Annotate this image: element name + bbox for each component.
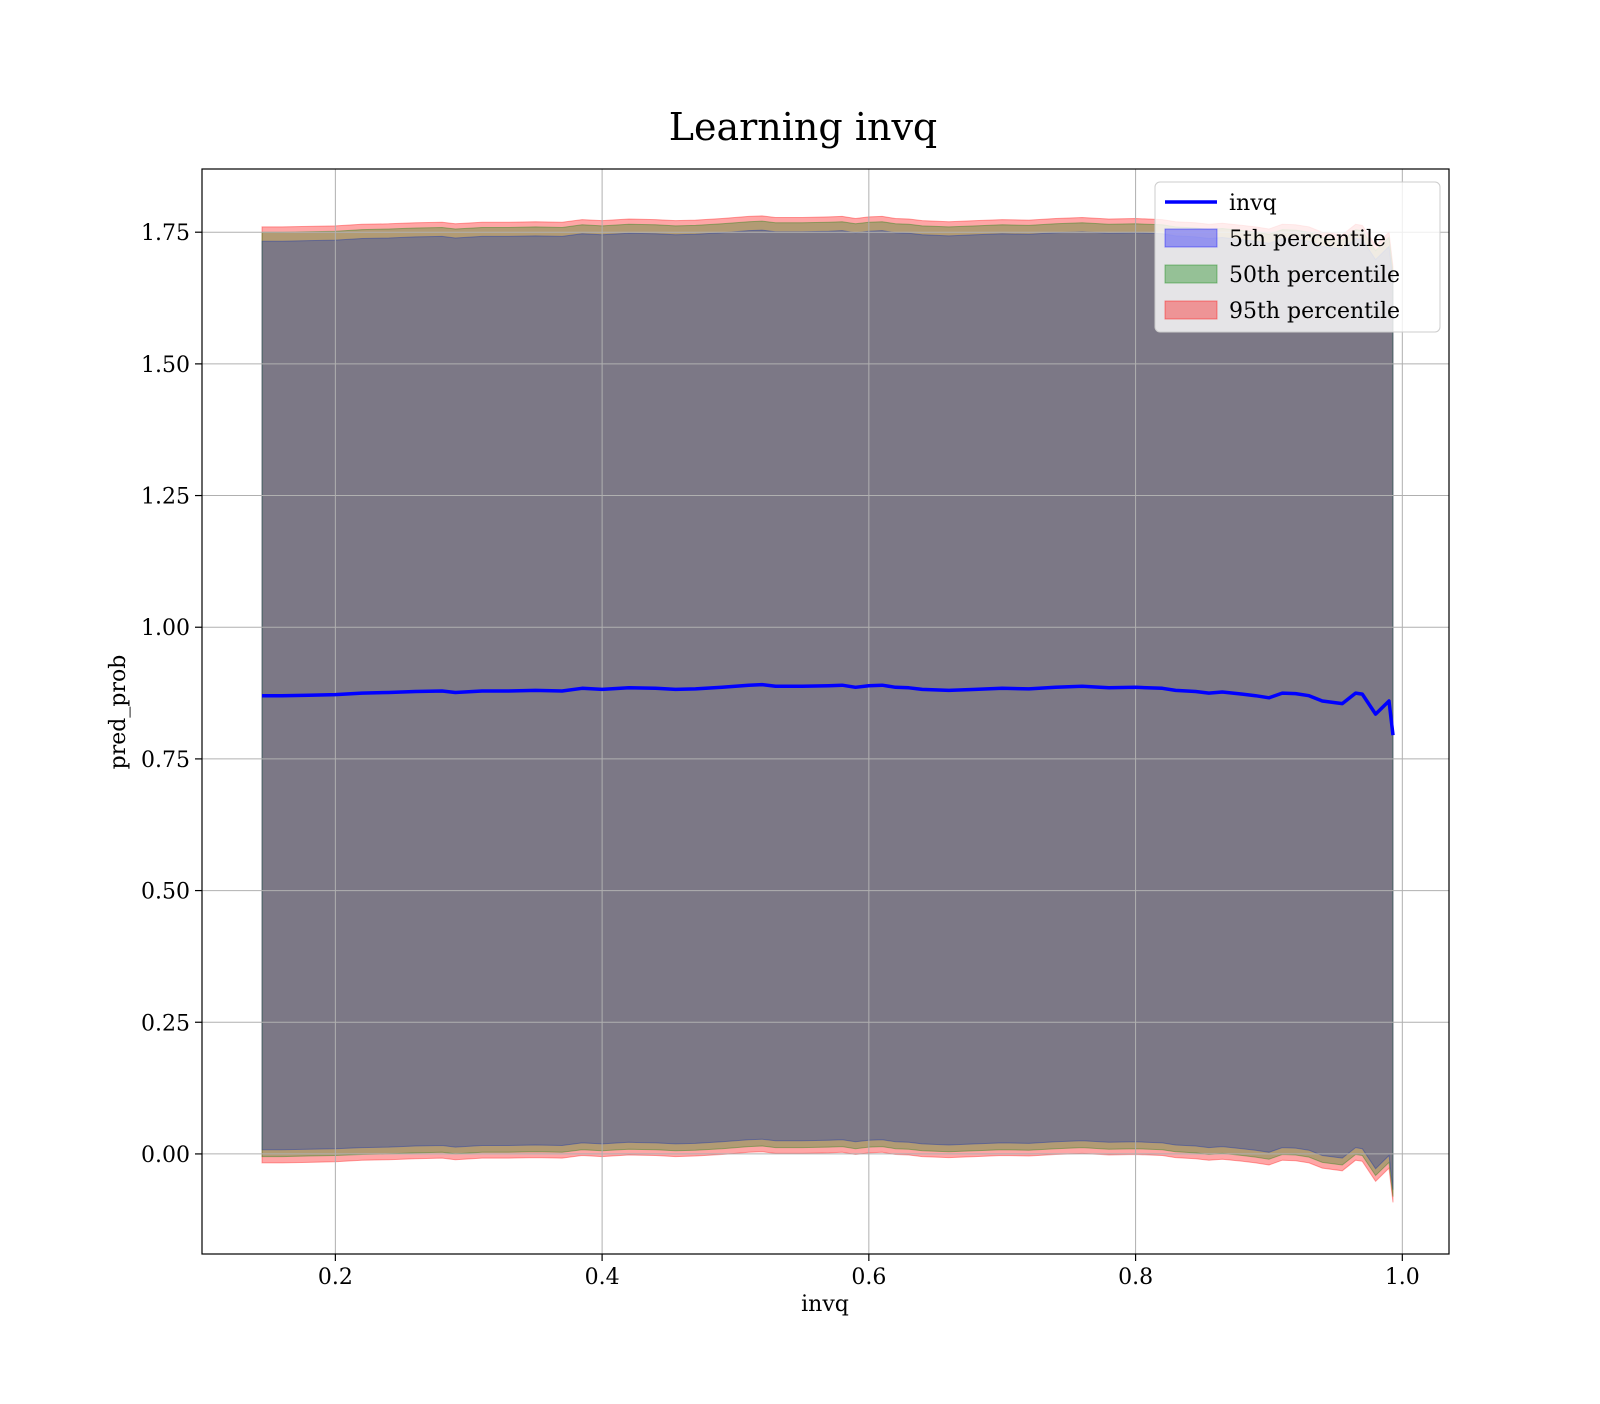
x-axis-ticks: 0.2 0.4 0.6 0.8 1.0 (318, 1254, 1420, 1290)
grid (202, 169, 1449, 1254)
legend-swatch-50th-percentile (1164, 264, 1218, 284)
y-tick-label: 0.00 (141, 1143, 190, 1168)
x-tick-label: 0.8 (1118, 1265, 1153, 1290)
y-axis-ticks: 0.00 0.25 0.50 0.75 1.00 1.25 1.50 1.75 (141, 221, 202, 1168)
plot-frame (201, 168, 1450, 1255)
confidence-bands (261, 215, 1394, 1203)
y-tick-label: 0.50 (141, 880, 190, 905)
plot-background (202, 169, 1449, 1254)
y-tick-label: 1.25 (141, 485, 190, 510)
x-tick-label: 0.4 (585, 1265, 620, 1290)
x-tick-label: 0.6 (851, 1265, 886, 1290)
legend-swatch-95th-percentile (1164, 300, 1218, 320)
y-tick-label: 1.75 (141, 221, 190, 246)
legend-swatch-5th-percentile (1164, 228, 1218, 248)
chart-title: Learning invq (669, 105, 937, 149)
legend: invq 5th percentile 50th percentile 95th pe… (1154, 181, 1441, 333)
legend-label-invq: invq (1229, 191, 1277, 216)
legend-label-5th-percentile: 5th percentile (1229, 227, 1386, 252)
y-tick-label: 1.50 (141, 353, 190, 378)
x-axis-label: invq (801, 1292, 849, 1317)
y-tick-label: 0.25 (141, 1011, 190, 1036)
band-95th-percentile (261, 215, 1394, 1203)
legend-label-95th-percentile: 95th percentile (1229, 299, 1400, 324)
y-axis-label: pred_prob (106, 655, 131, 770)
band-50th-percentile (261, 220, 1394, 1197)
legend-label-50th-percentile: 50th percentile (1229, 263, 1400, 288)
y-tick-label: 1.00 (141, 616, 190, 641)
y-tick-label: 0.75 (141, 748, 190, 773)
x-tick-label: 0.2 (318, 1265, 353, 1290)
legend-box (1154, 181, 1441, 333)
data-lines (262, 682, 1395, 736)
series-line-invq (262, 682, 1395, 736)
x-tick-label: 1.0 (1385, 1265, 1420, 1290)
